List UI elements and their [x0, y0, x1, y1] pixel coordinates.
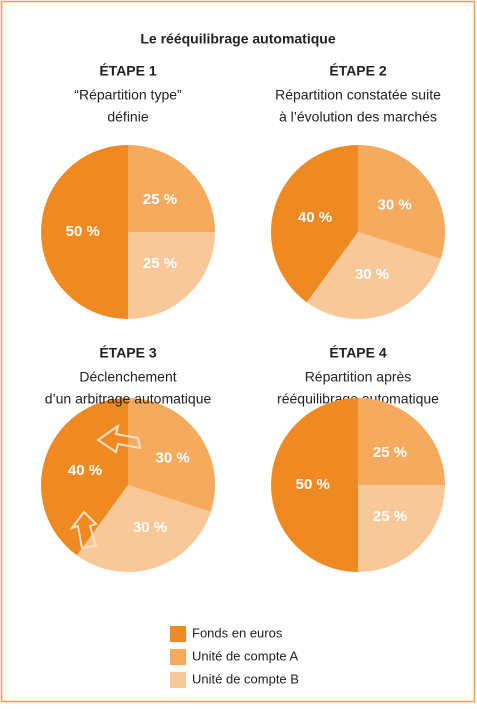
pie-slice — [128, 398, 215, 512]
step-title: ÉTAPE 1 — [99, 63, 157, 79]
step-subtitle: Répartition après — [305, 369, 412, 385]
pie-slice — [306, 232, 441, 320]
pie-slice — [128, 232, 215, 319]
pie-slice — [128, 145, 215, 232]
legend-swatch — [170, 672, 186, 688]
slice-label: 40 % — [68, 462, 102, 479]
pie-slice — [41, 145, 128, 319]
slice-label: 25 % — [143, 255, 177, 272]
step-subtitle: d’un arbitrage automatique — [45, 391, 212, 407]
arrow — [96, 423, 142, 454]
step-subtitle: “Répartition type” — [74, 87, 182, 103]
legend-label: Unité de compte B — [192, 671, 299, 686]
slice-label: 40 % — [298, 209, 332, 226]
pie-slice — [41, 398, 129, 556]
pie-slice — [358, 145, 445, 259]
slice-label: 30 % — [377, 196, 411, 213]
step-title: ÉTAPE 4 — [329, 345, 387, 361]
pie-slice — [76, 485, 211, 572]
slice-label: 30 % — [133, 519, 167, 536]
main-title: Le rééquilibrage automatique — [140, 31, 335, 47]
step-subtitle: définie — [107, 109, 148, 125]
pie-slice — [358, 398, 445, 485]
slice-label: 50 % — [296, 476, 330, 493]
legend-label: Fonds en euros — [192, 625, 283, 640]
slice-label: 30 % — [155, 449, 189, 466]
pie-slice — [270, 145, 358, 303]
slice-label: 25 % — [373, 508, 407, 525]
legend-swatch — [170, 649, 186, 665]
step-subtitle: Déclenchement — [79, 369, 176, 385]
slice-label: 50 % — [66, 223, 100, 240]
step-title: ÉTAPE 2 — [329, 63, 387, 79]
legend-label: Unité de compte A — [192, 648, 299, 663]
step-subtitle: Répartition constatée suite — [275, 87, 441, 103]
slice-label: 30 % — [355, 266, 389, 283]
legend-swatch — [170, 626, 186, 642]
step-title: ÉTAPE 3 — [99, 345, 157, 361]
pie-slice — [358, 485, 445, 572]
step-subtitle: à l’évolution des marchés — [279, 109, 437, 125]
arbitrage-arrows — [69, 423, 142, 550]
slice-label: 25 % — [373, 444, 407, 461]
slice-label: 25 % — [143, 191, 177, 208]
arrow — [69, 510, 98, 550]
pie-slice — [271, 398, 358, 572]
